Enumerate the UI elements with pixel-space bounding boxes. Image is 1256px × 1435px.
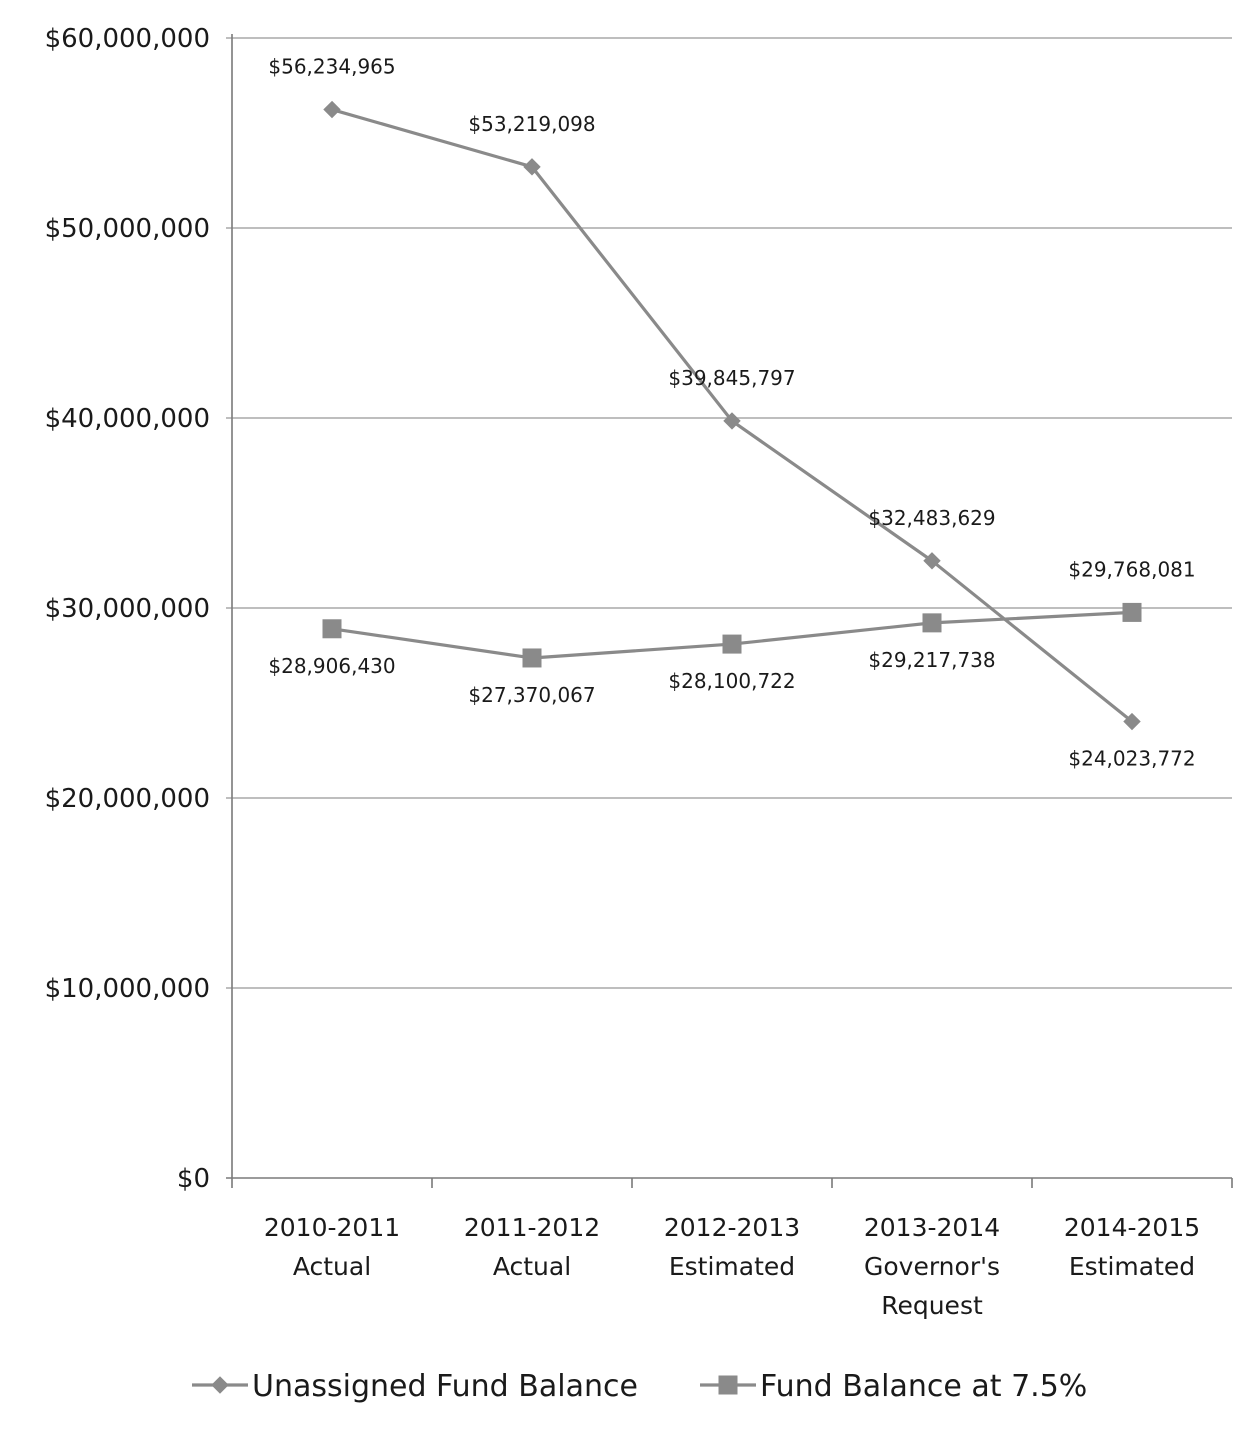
x-tick-label: 2011-2012 Actual <box>464 1213 600 1281</box>
data-point-square <box>322 619 342 639</box>
x-axis-tick-labels: 2010-2011 Actual 2011-2012 Actual 2012-2013 E… <box>264 1213 1200 1320</box>
data-label: $32,483,629 <box>868 506 995 530</box>
data-point-diamond <box>323 100 341 119</box>
data-label: $27,370,067 <box>468 683 595 707</box>
gridlines <box>226 37 1232 989</box>
legend-label: Fund Balance at 7.5% <box>760 1369 1087 1404</box>
data-point-diamond <box>523 158 541 176</box>
y-tick-label: $20,000,000 <box>45 784 210 814</box>
x-tick-label: 2010-2011 Actual <box>264 1213 400 1281</box>
x-tick-label: 2012-2013 Estimated <box>664 1213 800 1281</box>
x-tick-label: 2013-2014 Governor's Request <box>864 1213 1000 1320</box>
y-tick-label: $60,000,000 <box>45 24 210 54</box>
data-point-diamond <box>1123 712 1141 731</box>
data-point-square <box>1122 602 1142 622</box>
series-lines <box>322 100 1142 731</box>
data-label: $56,234,965 <box>268 55 395 79</box>
y-axis-tick-labels: $0 $10,000,000 $20,000,000 $30,000,000 $40,0… <box>45 24 210 1194</box>
data-label: $29,768,081 <box>1068 557 1195 581</box>
data-label: $28,100,722 <box>668 669 795 693</box>
data-label: $53,219,098 <box>468 112 595 136</box>
data-point-diamond <box>923 552 941 570</box>
data-point-diamond <box>723 412 741 430</box>
data-label: $39,845,797 <box>668 366 795 390</box>
data-point-square <box>522 648 542 668</box>
data-label: $24,023,772 <box>1068 747 1195 771</box>
x-tick-label: 2014-2015 Estimated <box>1064 1213 1200 1281</box>
legend-label: Unassigned Fund Balance <box>252 1369 638 1404</box>
y-tick-label: $0 <box>177 1164 210 1194</box>
y-tick-label: $50,000,000 <box>45 214 210 244</box>
legend-square-marker <box>718 1375 738 1395</box>
axes <box>226 34 1233 1188</box>
data-labels: $56,234,965 $53,219,098 $39,845,797 $32,483… <box>268 55 1195 771</box>
y-tick-label: $40,000,000 <box>45 404 210 434</box>
data-point-square <box>722 634 742 654</box>
y-tick-label: $30,000,000 <box>45 594 210 624</box>
data-label: $29,217,738 <box>868 648 995 672</box>
data-point-square <box>922 613 942 633</box>
data-label: $28,906,430 <box>268 654 395 678</box>
legend-diamond-marker <box>211 1376 229 1394</box>
y-tick-label: $10,000,000 <box>45 974 210 1004</box>
legend: Unassigned Fund Balance Fund Balance at 7… <box>192 1369 1087 1404</box>
